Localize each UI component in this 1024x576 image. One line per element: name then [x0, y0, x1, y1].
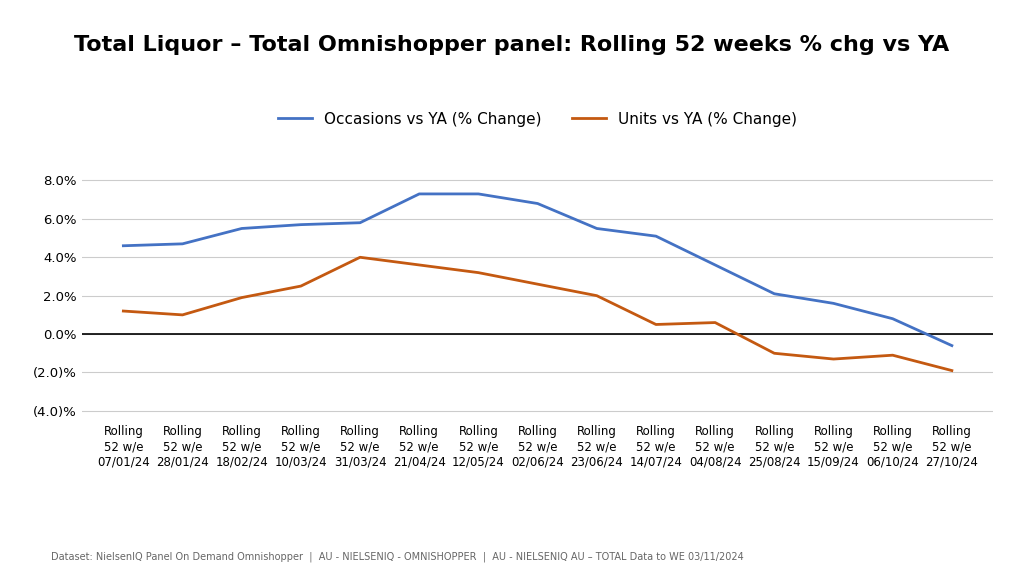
Units vs YA (% Change) — [531, 281, 544, 287]
Units vs YA (% Change) — [650, 321, 663, 328]
Units vs YA (% Change) — [887, 352, 899, 359]
Occasions vs YA (% Change) — [176, 240, 188, 247]
Units vs YA (% Change) — [176, 312, 188, 319]
Occasions vs YA (% Change) — [650, 233, 663, 240]
Occasions vs YA (% Change) — [413, 191, 425, 198]
Units vs YA (% Change) — [946, 367, 958, 374]
Units vs YA (% Change) — [413, 262, 425, 268]
Units vs YA (% Change) — [354, 254, 367, 261]
Occasions vs YA (% Change) — [827, 300, 840, 307]
Occasions vs YA (% Change) — [946, 342, 958, 349]
Occasions vs YA (% Change) — [295, 221, 307, 228]
Units vs YA (% Change) — [709, 319, 721, 326]
Occasions vs YA (% Change) — [768, 290, 780, 297]
Units vs YA (% Change) — [117, 308, 129, 314]
Units vs YA (% Change) — [236, 294, 248, 301]
Occasions vs YA (% Change) — [591, 225, 603, 232]
Units vs YA (% Change) — [295, 283, 307, 290]
Units vs YA (% Change) — [472, 269, 484, 276]
Units vs YA (% Change) — [591, 292, 603, 299]
Line: Occasions vs YA (% Change): Occasions vs YA (% Change) — [123, 194, 952, 346]
Occasions vs YA (% Change) — [354, 219, 367, 226]
Occasions vs YA (% Change) — [709, 262, 721, 268]
Occasions vs YA (% Change) — [117, 242, 129, 249]
Text: Total Liquor – Total Omnishopper panel: Rolling 52 weeks % chg vs YA: Total Liquor – Total Omnishopper panel: … — [75, 35, 949, 55]
Occasions vs YA (% Change) — [472, 191, 484, 198]
Line: Units vs YA (% Change): Units vs YA (% Change) — [123, 257, 952, 370]
Text: Dataset: NielsenIQ Panel On Demand Omnishopper  |  AU - NIELSENIQ - OMNISHOPPER : Dataset: NielsenIQ Panel On Demand Omnis… — [51, 551, 744, 562]
Units vs YA (% Change) — [768, 350, 780, 357]
Occasions vs YA (% Change) — [236, 225, 248, 232]
Occasions vs YA (% Change) — [531, 200, 544, 207]
Units vs YA (% Change) — [827, 355, 840, 362]
Occasions vs YA (% Change) — [887, 315, 899, 322]
Legend: Occasions vs YA (% Change), Units vs YA (% Change): Occasions vs YA (% Change), Units vs YA … — [279, 112, 797, 127]
